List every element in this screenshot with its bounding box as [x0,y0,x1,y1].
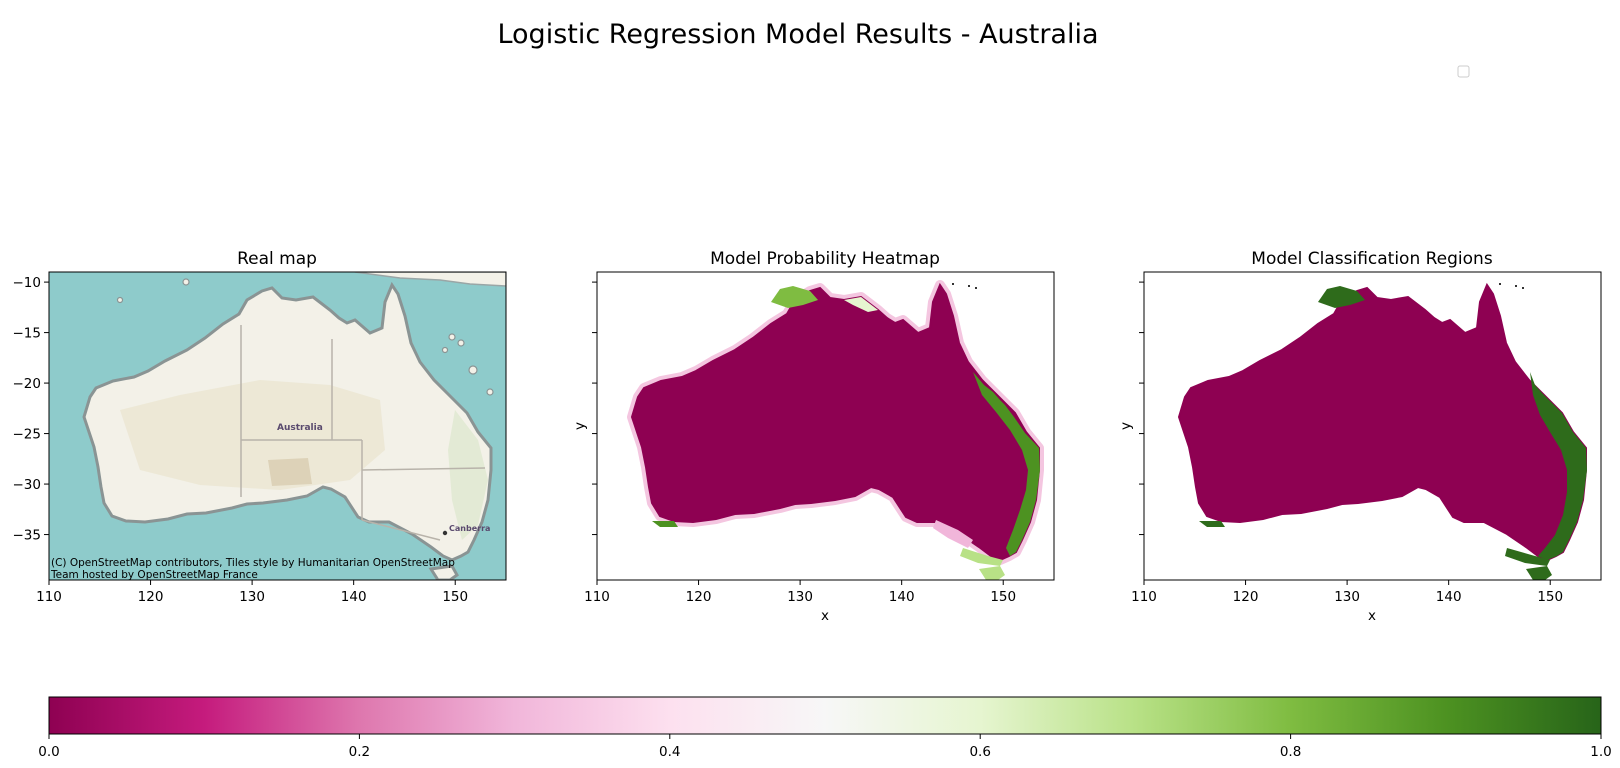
legend-box [1457,65,1470,78]
map-green-east [448,410,488,540]
y-tick-label: −10 [13,275,42,291]
colorbar-tick-label: 0.2 [349,744,370,760]
map-city-marker [442,530,448,536]
heatmap-green-southwest [652,521,678,527]
map-arid-region [120,380,385,490]
map-papua [354,272,506,287]
x-tick-label: 150 [1537,589,1563,605]
x-axis-label-3: x [1368,608,1376,624]
x-tick-label: 110 [1131,589,1157,605]
x-ticks-3: 110 120 130 140 150 [1131,580,1563,605]
x-tick-label: 120 [686,589,712,605]
panel-probability-heatmap: Model Probability Heatmap 110 120 130 140 15… [572,249,1055,624]
figure-title: Logistic Regression Model Results - Aust… [497,19,1098,50]
heatmap-islands [952,283,977,289]
colorbar-tick-label: 0.8 [1280,744,1301,760]
y-ticks-1: −10 −15 −20 −25 −30 −35 [13,275,49,544]
x-tick-label: 140 [341,589,367,605]
x-tick-label: 110 [584,589,610,605]
y-ticks-3 [1139,281,1144,536]
x-tick-label: 140 [889,589,915,605]
y-axis-label-2: y [572,422,588,430]
map-attribution-line1: (C) OpenStreetMap contributors, Tiles st… [51,557,455,569]
colorbar-tick-label: 0.6 [969,744,990,760]
map-label-city: Canberra [449,524,490,533]
colorbar-tick-label: 1.0 [1590,744,1611,760]
heatmap-tasmania [979,566,1005,580]
class-region-tasmania [1526,566,1552,580]
axes-frame-1 [48,271,507,581]
x-tick-label: 120 [1233,589,1259,605]
x-tick-label: 130 [239,589,265,605]
panel-classification-regions: Model Classification Regions 110 120 130 14… [1118,249,1602,624]
map-desert-patch [268,458,312,486]
x-tick-label: 150 [442,589,468,605]
heatmap-light-north [844,297,878,312]
class-region-1-southwest [1199,521,1225,527]
y-tick-label: −15 [13,326,42,342]
class-region-1-south [1505,548,1550,566]
x-ticks-2: 110 120 130 140 150 [584,580,1016,605]
class-region-1-top-end [1318,286,1365,308]
heatmap-pink-south [933,520,973,548]
y-axis-label-3: y [1118,422,1134,430]
heatmap-green-top-end [771,286,818,308]
y-tick-label: −35 [13,528,42,544]
map-attribution-line2: Team hosted by OpenStreetMap France [50,569,258,581]
colorbar-tick-label: 0.0 [38,744,59,760]
x-tick-label: 110 [36,589,62,605]
heatmap-interior [631,284,1040,561]
x-tick-label: 130 [1334,589,1360,605]
y-tick-label: −30 [13,477,42,493]
colorbar-ticks: 0.0 0.2 0.4 0.6 0.8 1.0 [38,734,1612,760]
y-tick-label: −25 [13,427,42,443]
y-tick-label: −20 [13,376,42,392]
x-tick-label: 150 [990,589,1016,605]
panel-title-real-map: Real map [237,249,317,269]
colorbar-gradient [48,696,1602,735]
panel-real-map: Real map [13,249,507,605]
colorbar: 0.0 0.2 0.4 0.6 0.8 1.0 [38,696,1612,760]
heatmap-green-south [960,548,1003,566]
heatmap-green-east-coast [973,372,1040,556]
panel-title-heatmap: Model Probability Heatmap [710,249,940,269]
x-tick-label: 140 [1436,589,1462,605]
x-ticks-1: 110 120 130 140 150 [36,580,468,605]
class-islands [1499,283,1524,289]
map-label-country: Australia [277,423,323,433]
panel-title-classification: Model Classification Regions [1251,249,1493,269]
map-islands [116,278,494,396]
map-state-borders [240,325,486,541]
x-tick-label: 130 [787,589,813,605]
colorbar-tick-label: 0.4 [659,744,680,760]
x-axis-label-2: x [821,608,829,624]
class-region-0 [1178,284,1587,561]
axes-frame-3 [1143,271,1602,581]
x-tick-label: 120 [138,589,164,605]
class-region-1-east [1530,372,1587,560]
y-ticks-2 [592,281,597,536]
axes-frame-2 [596,271,1055,581]
